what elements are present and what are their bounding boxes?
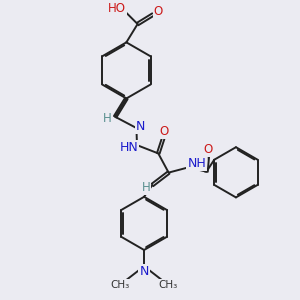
Text: H: H	[103, 112, 111, 125]
Text: N: N	[140, 265, 149, 278]
Text: CH₃: CH₃	[159, 280, 178, 290]
Text: NH: NH	[188, 157, 206, 170]
Text: H: H	[142, 181, 150, 194]
Text: O: O	[204, 143, 213, 156]
Text: N: N	[136, 120, 146, 133]
Text: HN: HN	[119, 141, 138, 154]
Text: O: O	[154, 5, 163, 18]
Text: CH₃: CH₃	[110, 280, 130, 290]
Text: O: O	[160, 125, 169, 138]
Text: HO: HO	[108, 2, 126, 15]
